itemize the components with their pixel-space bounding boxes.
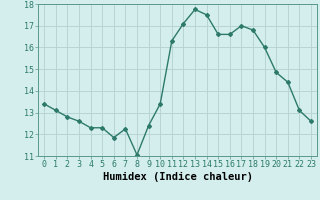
X-axis label: Humidex (Indice chaleur): Humidex (Indice chaleur)	[103, 172, 252, 182]
